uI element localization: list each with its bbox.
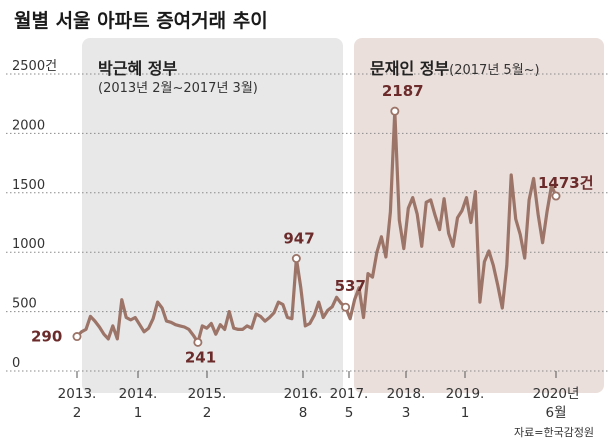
x-tick-label: 2017.: [330, 386, 369, 402]
x-tick-label: 2015.: [188, 386, 227, 402]
region-moon-title: 문재인 정부: [370, 59, 449, 78]
gridlines: [6, 73, 610, 372]
annotation-labels: 290 241 947 537 2187 1473건: [31, 82, 594, 366]
annotation-marker: [291, 253, 301, 263]
y-tick-label: 2000: [12, 118, 45, 133]
x-tick-label: 8: [299, 405, 308, 421]
series-line: [75, 109, 558, 344]
annotation-marker: [551, 191, 561, 201]
x-tick-label: 2020년: [533, 386, 580, 402]
region-moon-label: 문재인 정부(2017년 5월~): [370, 59, 540, 78]
region-park-title: 박근혜 정부: [98, 59, 177, 78]
y-tick-label: 2500건: [12, 59, 57, 74]
annotation-marker: [341, 302, 351, 312]
region-park-subtitle: (2013년 2월~2017년 3월): [98, 81, 258, 96]
annotation-label: 947: [283, 229, 314, 247]
x-tick-label: 2: [73, 405, 82, 421]
x-tick-label: 2016.: [284, 386, 323, 402]
x-axis-ticks: 2013. 2 2014. 1 2015. 2 2016. 8 2017. 5 2018. 3 2019…: [58, 371, 580, 421]
y-tick-label: 0: [12, 356, 20, 371]
annotation-label: 1473건: [538, 174, 594, 192]
moon-government-region: [354, 38, 604, 393]
y-tick-label: 500: [12, 297, 37, 312]
annotation-markers: [72, 106, 561, 347]
y-tick-label: 1500: [12, 178, 45, 193]
x-tick-label: 5: [345, 405, 354, 421]
annotation-marker: [72, 332, 82, 342]
chart-title: 월별 서울 아파트 증여거래 추이: [14, 10, 268, 32]
x-tick-label: 2014.: [119, 386, 158, 402]
x-tick-label: 2013.: [58, 386, 97, 402]
source-note: 자료=한국감정원: [514, 426, 594, 439]
x-tick-label: 2: [203, 405, 212, 421]
x-tick-label: 6월: [545, 405, 566, 421]
annotation-label: 537: [335, 277, 366, 295]
x-tick-label: 1: [461, 405, 470, 421]
annotation-label: 290: [31, 328, 62, 346]
region-moon-subtitle: (2017년 5월~): [449, 63, 539, 78]
x-tick-label: 2018.: [387, 386, 426, 402]
annotation-marker: [193, 337, 203, 347]
annotation-marker: [390, 106, 400, 116]
x-tick-label: 2019.: [446, 386, 485, 402]
y-tick-label: 1000: [12, 237, 45, 252]
x-tick-label: 3: [402, 405, 411, 421]
annotation-label: 241: [185, 348, 216, 366]
x-tick-label: 1: [134, 405, 143, 421]
y-axis-ticks: 0 500 1000 1500 2000 2500건: [12, 59, 57, 371]
annotation-label: 2187: [382, 82, 424, 100]
